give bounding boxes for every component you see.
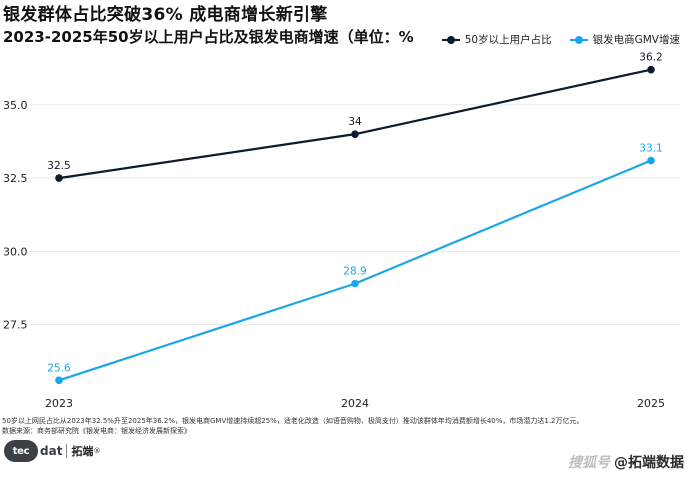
y-tick-label: 27.5 [3,319,28,332]
x-tick-label: 2023 [45,397,73,410]
data-label-1: 33.1 [639,143,662,155]
data-point-1 [351,279,359,288]
legend-label-gmv: 银发电商GMV增速 [592,34,680,46]
legend-item-gmv: 银发电商GMV增速 [569,32,680,47]
chart-note: 50岁以上网民占比从2023年32.5%升至2025年36.2%，银发电商GMV… [2,417,584,425]
brand-mark: ® [93,447,101,455]
data-point-0 [351,130,359,138]
brand-name: 拓端 [71,445,94,458]
data-source: 数据来源：商务部研究院《银发电商：银发经济发展新探索》 [2,427,191,435]
y-tick-label: 35.0 [3,99,28,112]
y-tick-label: 30.0 [3,245,28,258]
brand-logo: tec dat 拓端 ® [4,440,100,462]
brand-dat: dat [40,444,63,458]
data-label-1: 25.6 [47,362,71,374]
legend-swatch-gmv [569,35,588,45]
x-tick-label: 2024 [341,397,369,410]
legend-swatch-age [441,35,460,45]
chart-subtitle: 2023-2025年50岁以上用户占比及银发电商增速（单位：% [3,28,414,46]
watermark-text: @拓端数据 [614,455,684,471]
brand-divider [66,444,68,458]
data-point-0 [55,174,63,182]
line-chart: 27.5 30.0 32.5 35.0 2023 2024 2025 32.5 34 36.2 25… [3,52,680,410]
y-tick-label: 32.5 [3,172,28,185]
data-label-0: 32.5 [47,160,70,172]
data-label-0: 34 [348,116,362,128]
data-label-0: 36.2 [639,52,662,64]
legend-label-age: 50岁以上用户占比 [464,34,552,46]
data-point-1 [647,156,655,165]
data-label-1: 28.9 [343,266,366,278]
watermark: 搜狐号 @拓端数据 [568,452,684,472]
chart-title: 银发群体占比突破36% 成电商增长新引擎 [3,5,328,25]
watermark-logo: 搜狐号 [568,455,610,471]
legend: 50岁以上用户占比 银发电商GMV增速 [441,32,680,47]
legend-item-age: 50岁以上用户占比 [441,32,552,47]
data-point-0 [647,65,655,74]
x-tick-label: 2025 [637,397,665,410]
data-point-1 [55,376,63,385]
brand-badge: tec [4,440,38,462]
